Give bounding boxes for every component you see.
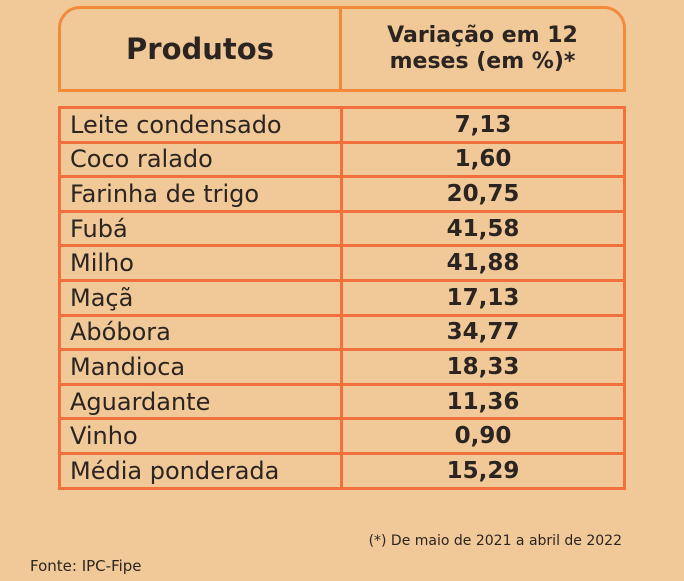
product-cell: Abóbora — [58, 313, 343, 352]
table-row: Leite condensado 7,13 — [58, 106, 626, 144]
header-cell: Produtos — [61, 9, 342, 89]
source: Fonte: IPC-Fipe — [30, 557, 142, 575]
table-row: Mandioca 18,33 — [58, 348, 626, 386]
product-cell: Leite condensado — [58, 106, 343, 144]
footnote: (*) De maio de 2021 a abril de 2022 — [368, 533, 622, 549]
value-cell: 15,29 — [340, 451, 626, 490]
value-cell: 17,13 — [340, 278, 626, 317]
header-cell: Variação em 12 meses (em %)* — [387, 23, 578, 74]
value-cell: 0,90 — [340, 417, 626, 455]
product-cell: Maçã — [58, 278, 343, 317]
value-cell: 41,88 — [340, 244, 626, 282]
product-cell: Aguardante — [58, 382, 343, 421]
product-cell: Farinha de trigo — [58, 175, 343, 213]
table-row: Média ponderada 15,29 — [58, 451, 626, 490]
value-cell: 41,58 — [340, 209, 626, 248]
header: Produtos Variação em 12 meses (em %)* — [58, 6, 626, 92]
value-cell: 18,33 — [340, 348, 626, 386]
product-cell: Vinho — [58, 417, 343, 455]
table-row: Coco ralado 1,60 — [58, 140, 626, 179]
product-cell: Média ponderada — [58, 451, 343, 490]
product-cell: Mandioca — [58, 348, 343, 386]
product-cell: Milho — [58, 244, 343, 282]
value-cell: 11,36 — [340, 382, 626, 421]
table-row: Milho 41,88 — [58, 244, 626, 282]
table-row: Abóbora 34,77 — [58, 313, 626, 352]
product-cell: Fubá — [58, 209, 343, 248]
value-cell: 20,75 — [340, 175, 626, 213]
product-cell: Coco ralado — [58, 140, 343, 179]
value-cell: 7,13 — [340, 106, 626, 144]
table-row: Aguardante 11,36 — [58, 382, 626, 421]
table-row: Fubá 41,58 — [58, 209, 626, 248]
table-row: Farinha de trigo 20,75 — [58, 175, 626, 213]
table: Leite condensado 7,13 Coco ralado 1,60 Farin… — [58, 106, 626, 490]
table-row: Maçã 17,13 — [58, 278, 626, 317]
value-cell: 34,77 — [340, 313, 626, 352]
value-cell: 1,60 — [340, 140, 626, 179]
table-row: Vinho 0,90 — [58, 417, 626, 455]
